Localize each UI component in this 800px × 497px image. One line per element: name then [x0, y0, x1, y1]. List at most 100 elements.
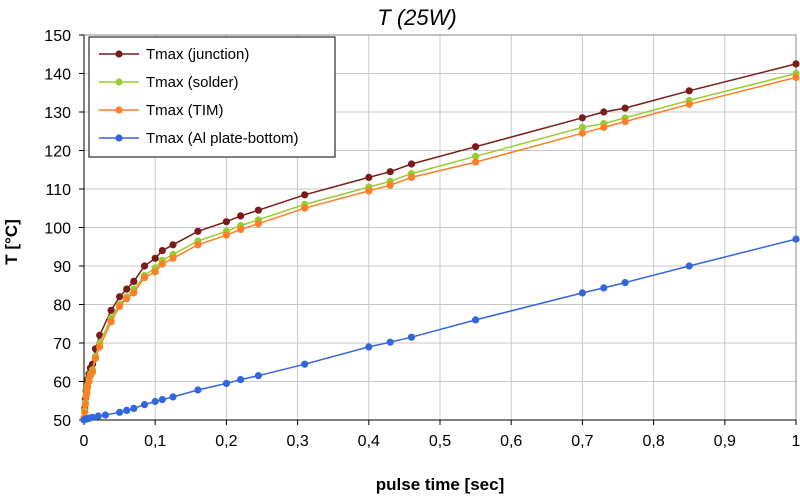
y-tick-label: 80 [53, 298, 71, 315]
x-tick-label: 0 [80, 433, 89, 450]
data-point [169, 241, 177, 249]
data-point [472, 316, 480, 324]
y-tick-label: 100 [44, 221, 71, 238]
x-tick-label: 1 [792, 433, 800, 450]
data-point [578, 114, 587, 122]
x-tick-label: 0,1 [144, 433, 166, 450]
y-tick-label: 90 [53, 259, 71, 276]
data-point [254, 220, 262, 228]
data-point [140, 262, 149, 270]
data-point [792, 73, 800, 81]
data-point [151, 254, 159, 262]
data-point [116, 293, 124, 301]
data-point [88, 368, 97, 376]
data-point [237, 225, 245, 233]
data-point [301, 204, 309, 212]
x-tick-label: 0,2 [215, 433, 237, 450]
data-point [222, 379, 230, 387]
data-point [81, 408, 89, 416]
legend-box [88, 36, 336, 158]
data-point [85, 377, 93, 386]
data-point [158, 396, 166, 404]
legend-swatch-marker [115, 134, 123, 142]
data-point [158, 247, 166, 255]
data-point [81, 401, 89, 409]
data-point [116, 302, 124, 310]
data-point [386, 338, 394, 346]
legend-label: Tmax (junction) [146, 46, 249, 63]
data-point [685, 87, 693, 95]
data-point [386, 181, 394, 189]
data-point [116, 408, 124, 416]
data-point [222, 231, 230, 239]
data-point [407, 173, 416, 181]
data-point [96, 343, 104, 351]
data-point [84, 383, 92, 391]
data-point [621, 279, 629, 287]
data-point [140, 401, 149, 409]
data-point [237, 212, 245, 220]
y-tick-label: 120 [44, 144, 71, 161]
data-point [222, 218, 230, 226]
data-point [130, 289, 138, 297]
data-point [107, 318, 115, 326]
data-point [91, 354, 99, 362]
legend-swatch-marker [115, 50, 123, 58]
data-point [94, 412, 102, 420]
data-point [123, 406, 131, 414]
data-point [101, 411, 109, 419]
x-axis-label: pulse time [sec] [376, 475, 505, 494]
data-point [600, 284, 608, 292]
chart-title: T (25W) [377, 5, 456, 30]
data-point [194, 227, 202, 235]
data-point [621, 118, 629, 126]
data-point [407, 160, 416, 168]
series-4 [80, 235, 800, 424]
y-tick-label: 60 [53, 375, 71, 392]
legend-label: Tmax (solder) [146, 74, 239, 91]
legend-swatch-marker [115, 78, 123, 86]
data-point [301, 191, 309, 199]
data-point [472, 143, 480, 151]
data-point [792, 235, 800, 243]
axes: 50 60 70 80 90 100 110 120 130 140 150 0 0,1 0,2 0,3 0,… [44, 28, 800, 450]
legend-swatch-marker [115, 106, 123, 114]
data-point [365, 187, 373, 195]
data-point [254, 372, 262, 380]
x-tick-label: 0,4 [358, 433, 380, 450]
data-point [407, 333, 416, 341]
data-point [169, 254, 177, 262]
data-point [600, 108, 608, 116]
x-tick-label: 0,8 [642, 433, 664, 450]
data-point [123, 285, 131, 293]
x-tick-label: 0,3 [286, 433, 308, 450]
data-point [107, 306, 115, 314]
data-point [621, 104, 629, 112]
data-point [386, 168, 394, 176]
data-point [83, 389, 91, 397]
data-point [140, 274, 149, 282]
data-point [301, 360, 309, 368]
y-tick-label: 110 [45, 182, 71, 199]
series-3 [80, 73, 800, 422]
data-point [96, 331, 104, 339]
data-point [365, 173, 373, 181]
data-point [158, 260, 166, 268]
data-point [685, 262, 693, 270]
y-tick-label: 130 [44, 105, 71, 122]
legend-label: Tmax (TIM) [146, 102, 223, 119]
data-point [600, 123, 608, 131]
y-tick-label: 140 [44, 67, 71, 84]
data-point [151, 397, 159, 406]
data-point [123, 295, 131, 303]
x-tick-label: 0,6 [500, 433, 522, 450]
data-point [194, 241, 202, 249]
data-point [792, 60, 800, 68]
data-point [578, 289, 587, 297]
y-tick-label: 70 [53, 336, 71, 353]
data-point [130, 404, 138, 412]
x-tick-label: 0,9 [714, 433, 736, 450]
data-point [254, 206, 262, 214]
data-point [578, 123, 587, 131]
series-group [80, 60, 800, 424]
